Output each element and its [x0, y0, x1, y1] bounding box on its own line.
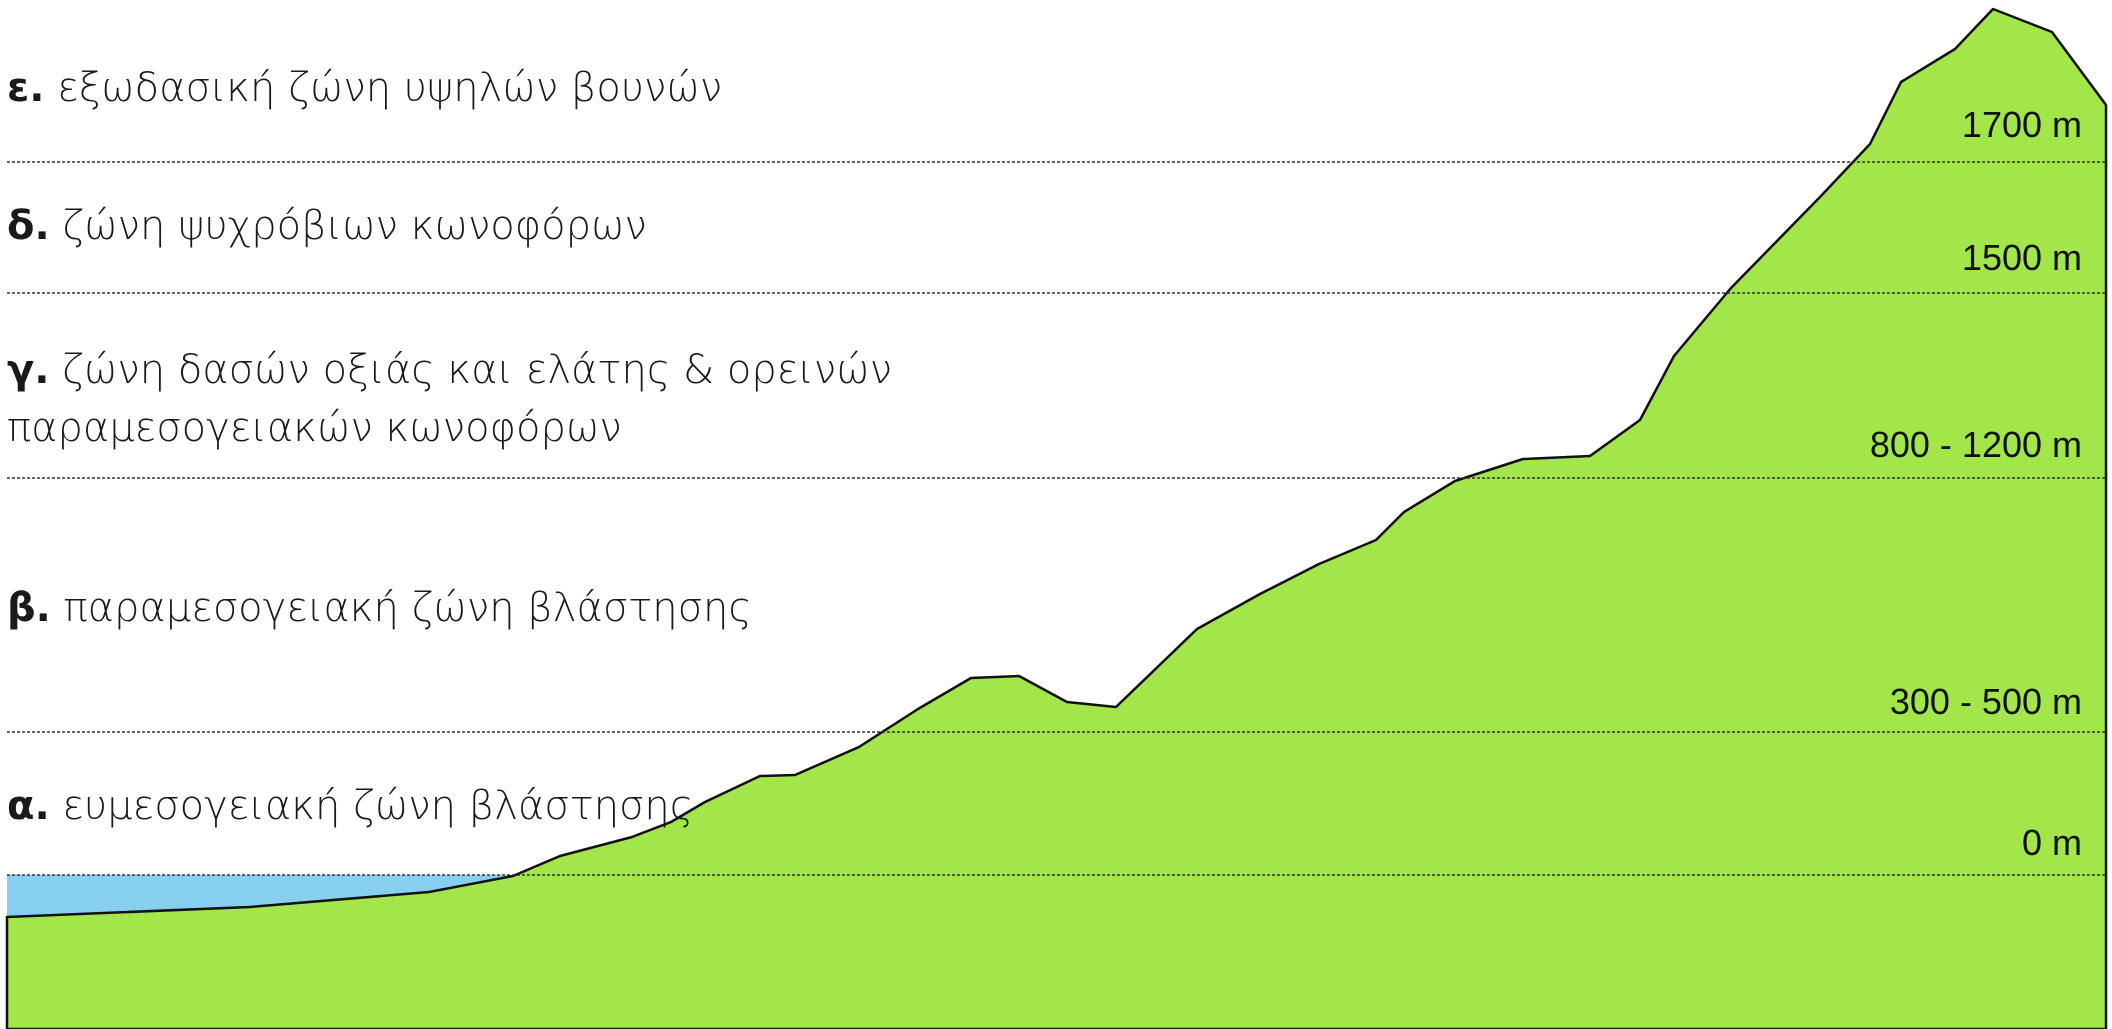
zone-label: παραμεσογειακών κωνοφόρων [7, 405, 622, 451]
zone-letter: α. [7, 783, 50, 829]
zone-name: ζώνη ψυχρόβιων κωνοφόρων [62, 203, 646, 249]
zone-letter: γ. [7, 347, 49, 393]
altitude-label: 1700 m [1962, 104, 2082, 145]
zone-name: παραμεσογειακή ζώνη βλάστησης [64, 585, 752, 631]
zone-label: δ. ζώνη ψυχρόβιων κωνοφόρων [7, 203, 647, 249]
altitude-label: 800 - 1200 m [1870, 424, 2082, 465]
zone-name: ευμεσογειακή ζώνη βλάστησης [62, 783, 693, 829]
vegetation-zones-diagram: ε. εξωδασική ζώνη υψηλών βουνών δ. ζώνη … [0, 0, 2112, 1029]
zone-letter: β. [7, 585, 51, 631]
zone-label: β. παραμεσογειακή ζώνη βλάστησης [7, 585, 752, 631]
altitude-label: 0 m [2022, 822, 2082, 863]
zone-name: ζώνη δασών οξιάς και ελάτης & ορεινών [62, 347, 892, 393]
altitude-label: 300 - 500 m [1890, 681, 2082, 722]
zone-label: α. ευμεσογειακή ζώνη βλάστησης [7, 783, 693, 829]
zone-name: εξωδασική ζώνη υψηλών βουνών [57, 65, 722, 111]
zone-letter: δ. [7, 203, 50, 249]
zone-label: γ. ζώνη δασών οξιάς και ελάτης & ορεινών [7, 347, 892, 393]
zone-label: ε. εξωδασική ζώνη υψηλών βουνών [7, 65, 722, 111]
zone-letter: ε. [7, 65, 44, 111]
altitude-label: 1500 m [1962, 237, 2082, 278]
